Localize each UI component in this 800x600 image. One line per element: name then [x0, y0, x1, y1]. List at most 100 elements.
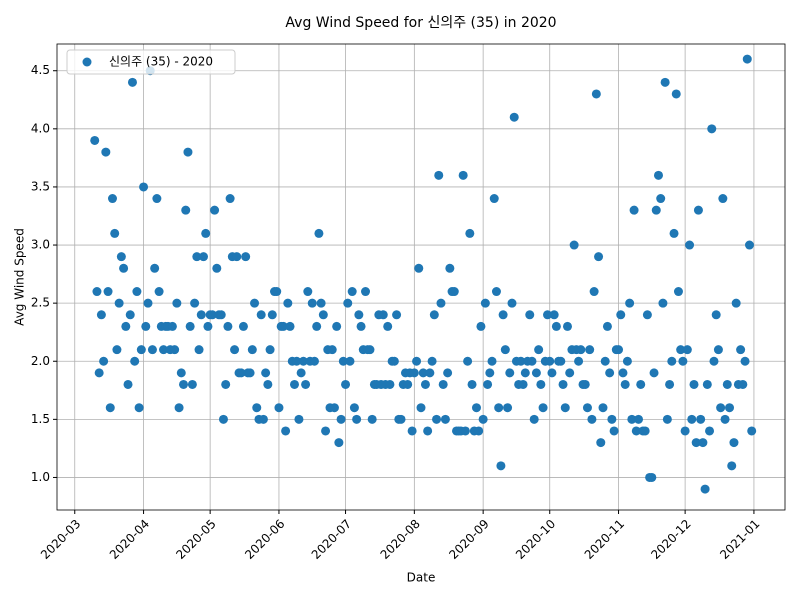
- point: [474, 426, 484, 436]
- point: [622, 356, 632, 366]
- point: [107, 194, 117, 204]
- point: [500, 345, 510, 355]
- point: [207, 310, 217, 320]
- point: [261, 368, 271, 378]
- point: [105, 403, 115, 413]
- y-tick-label: 1.5: [31, 412, 50, 426]
- point: [527, 356, 537, 366]
- point: [216, 310, 226, 320]
- point: [201, 228, 211, 238]
- point: [494, 403, 504, 413]
- point: [716, 403, 726, 413]
- point: [565, 368, 575, 378]
- point: [334, 438, 344, 448]
- point: [218, 414, 228, 424]
- point: [449, 287, 459, 297]
- point: [618, 368, 628, 378]
- y-tick-label: 4.5: [31, 63, 50, 77]
- point: [354, 310, 364, 320]
- point: [529, 414, 539, 424]
- point: [658, 298, 668, 308]
- point: [114, 298, 124, 308]
- point: [136, 345, 146, 355]
- point: [425, 368, 435, 378]
- point: [123, 379, 133, 389]
- point: [192, 252, 202, 262]
- point: [673, 287, 683, 297]
- point: [476, 321, 486, 331]
- y-tick-label: 2.5: [31, 296, 50, 310]
- x-axis-label: Date: [407, 571, 436, 585]
- point: [647, 472, 657, 482]
- point: [727, 461, 737, 471]
- point: [139, 182, 149, 192]
- point: [245, 368, 255, 378]
- point: [316, 298, 326, 308]
- point: [152, 194, 162, 204]
- point: [347, 287, 357, 297]
- point: [212, 263, 222, 273]
- point: [427, 356, 437, 366]
- point: [589, 287, 599, 297]
- point: [689, 379, 699, 389]
- point: [312, 321, 322, 331]
- point: [616, 310, 626, 320]
- point: [656, 194, 666, 204]
- point: [682, 345, 692, 355]
- point: [265, 345, 275, 355]
- point: [141, 321, 151, 331]
- point: [429, 310, 439, 320]
- point: [194, 345, 204, 355]
- chart-title: Avg Wind Speed for 신의주 (35) in 2020: [285, 15, 556, 31]
- point: [281, 426, 291, 436]
- legend-marker: [82, 57, 92, 67]
- point: [143, 298, 153, 308]
- point: [487, 356, 497, 366]
- point: [292, 356, 302, 366]
- point: [367, 414, 377, 424]
- point: [96, 310, 106, 320]
- point: [609, 426, 619, 436]
- point: [174, 403, 184, 413]
- point: [378, 310, 388, 320]
- y-tick-label: 3.0: [31, 238, 50, 252]
- point: [181, 205, 191, 215]
- point: [736, 345, 746, 355]
- point: [718, 194, 728, 204]
- point: [614, 345, 624, 355]
- point: [303, 287, 313, 297]
- point: [629, 205, 639, 215]
- point: [132, 287, 142, 297]
- point: [480, 298, 490, 308]
- point: [221, 379, 231, 389]
- point: [509, 112, 519, 122]
- point: [547, 368, 557, 378]
- point: [625, 298, 635, 308]
- point: [489, 194, 499, 204]
- point: [602, 321, 612, 331]
- point: [744, 240, 754, 250]
- legend-box: [66, 49, 236, 75]
- plot-frame: [56, 43, 786, 511]
- point: [631, 426, 641, 436]
- point: [389, 356, 399, 366]
- point: [594, 252, 604, 262]
- point: [556, 356, 566, 366]
- point: [505, 368, 515, 378]
- point: [150, 263, 160, 273]
- point: [309, 356, 319, 366]
- point: [101, 147, 111, 157]
- point: [356, 321, 366, 331]
- point: [301, 379, 311, 389]
- point: [460, 426, 470, 436]
- point: [349, 403, 359, 413]
- point: [545, 356, 555, 366]
- point: [407, 426, 417, 436]
- point: [669, 228, 679, 238]
- point: [507, 298, 517, 308]
- point: [685, 240, 695, 250]
- point: [443, 368, 453, 378]
- point: [596, 438, 606, 448]
- point: [116, 252, 126, 262]
